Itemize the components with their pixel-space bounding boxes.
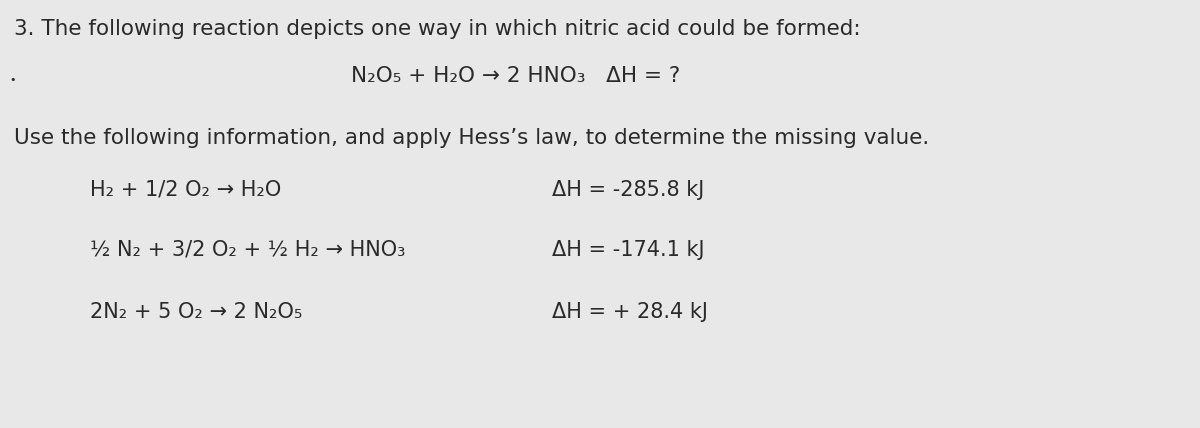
Text: ΔH = -174.1 kJ: ΔH = -174.1 kJ [552, 240, 704, 260]
Text: ΔH = + 28.4 kJ: ΔH = + 28.4 kJ [552, 302, 708, 322]
Text: •: • [10, 75, 16, 85]
Text: N₂O₅ + H₂O → 2 HNO₃   ΔH = ?: N₂O₅ + H₂O → 2 HNO₃ ΔH = ? [352, 66, 680, 86]
Text: 3. The following reaction depicts one way in which nitric acid could be formed:: 3. The following reaction depicts one wa… [14, 19, 862, 39]
Text: ΔH = -285.8 kJ: ΔH = -285.8 kJ [552, 180, 704, 200]
Text: ½ N₂ + 3/2 O₂ + ½ H₂ → HNO₃: ½ N₂ + 3/2 O₂ + ½ H₂ → HNO₃ [90, 240, 406, 260]
Text: Use the following information, and apply Hess’s law, to determine the missing va: Use the following information, and apply… [14, 128, 930, 149]
Text: 2N₂ + 5 O₂ → 2 N₂O₅: 2N₂ + 5 O₂ → 2 N₂O₅ [90, 302, 302, 322]
Text: H₂ + 1/2 O₂ → H₂O: H₂ + 1/2 O₂ → H₂O [90, 180, 281, 200]
